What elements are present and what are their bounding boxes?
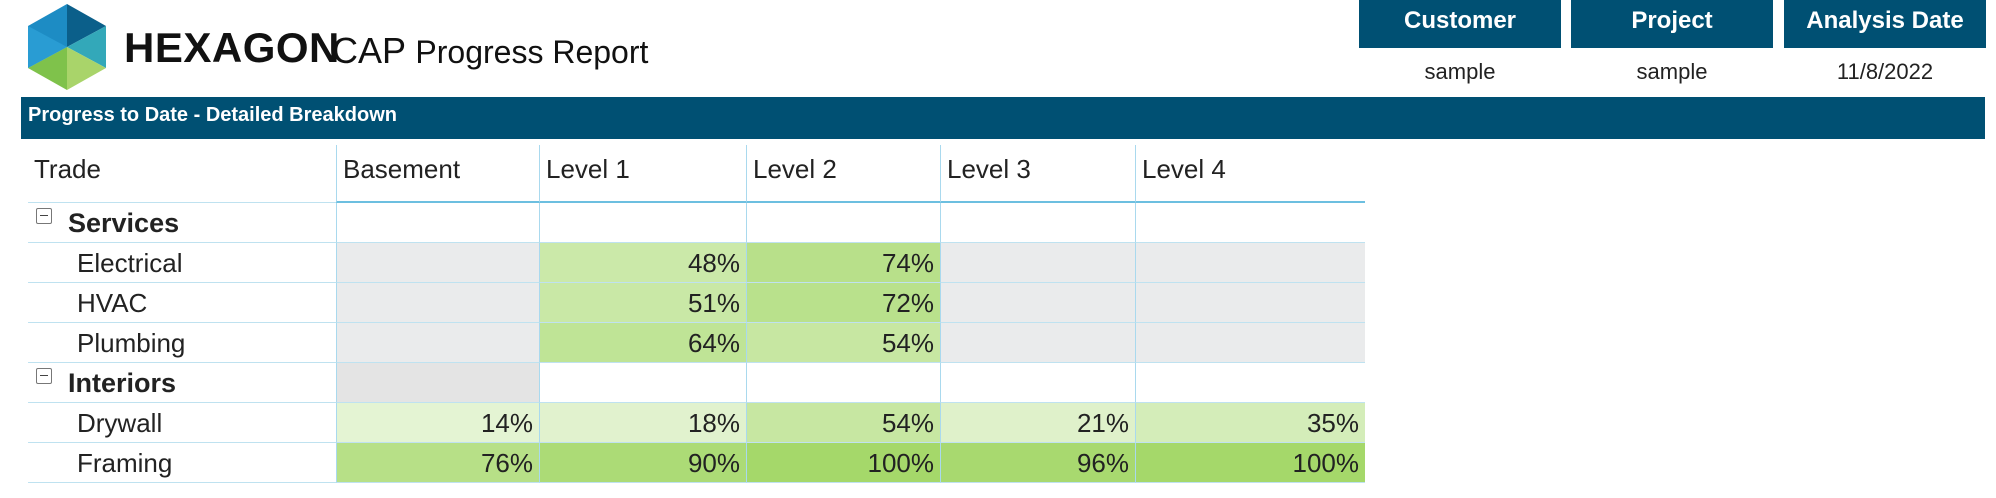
progress-cell: [1135, 283, 1365, 323]
meta-customer: Customer sample: [1359, 0, 1561, 96]
meta-label: Project: [1571, 0, 1773, 48]
group-cell: [336, 363, 539, 403]
meta-value: sample: [1636, 59, 1708, 84]
meta-value: sample: [1424, 59, 1496, 84]
group-cell: [940, 203, 1135, 243]
group-label[interactable]: Services: [28, 203, 336, 243]
group-cell: [1135, 363, 1365, 403]
progress-cell: [940, 323, 1135, 363]
group-name: Services: [68, 208, 180, 238]
column-header: Level 3: [940, 145, 1135, 203]
group-cell: [746, 203, 940, 243]
progress-cell: 18%: [539, 403, 746, 443]
progress-cell: 76%: [336, 443, 539, 483]
column-header: Level 4: [1135, 145, 1365, 203]
product-subtitle: Progress Report: [415, 34, 649, 70]
meta-label: Analysis Date: [1784, 0, 1986, 48]
section-title: Progress to Date - Detailed Breakdown: [21, 97, 1985, 139]
group-cell: [336, 203, 539, 243]
meta-value: 11/8/2022: [1836, 59, 1934, 84]
trade-label: HVAC: [28, 283, 336, 323]
progress-cell: 100%: [746, 443, 940, 483]
progress-cell: 64%: [539, 323, 746, 363]
trade-label: Electrical: [28, 243, 336, 283]
hexagon-logo-icon: [28, 4, 106, 90]
trade-label: Framing: [28, 443, 336, 483]
table-row: Framing 76% 90% 100% 96% 100%: [28, 443, 1378, 483]
column-header: Trade: [28, 145, 336, 203]
progress-cell: [336, 243, 539, 283]
table-row: Drywall 14% 18% 54% 21% 35%: [28, 403, 1378, 443]
progress-cell: 14%: [336, 403, 539, 443]
progress-cell: 96%: [940, 443, 1135, 483]
group-name: Interiors: [68, 368, 177, 398]
progress-cell: 48%: [539, 243, 746, 283]
table-row: HVAC 51% 72%: [28, 283, 1378, 323]
collapse-icon[interactable]: [36, 208, 52, 224]
report-title: CAP Progress Report: [332, 30, 648, 72]
progress-cell: [336, 283, 539, 323]
column-header: Basement: [336, 145, 539, 203]
group-cell: [746, 363, 940, 403]
meta-analysis-date: Analysis Date 11/8/2022: [1784, 0, 1986, 96]
meta-project: Project sample: [1571, 0, 1773, 96]
progress-cell: 90%: [539, 443, 746, 483]
group-row[interactable]: Interiors: [28, 363, 1378, 403]
collapse-icon[interactable]: [36, 368, 52, 384]
progress-cell: [1135, 323, 1365, 363]
progress-cell: 54%: [746, 323, 940, 363]
trade-label: Drywall: [28, 403, 336, 443]
progress-cell: [336, 323, 539, 363]
progress-cell: 21%: [940, 403, 1135, 443]
progress-cell: [940, 283, 1135, 323]
progress-cell: 54%: [746, 403, 940, 443]
table-row: Electrical 48% 74%: [28, 243, 1378, 283]
brand-name: HEXAGON: [124, 24, 340, 71]
table-header-row: Trade Basement Level 1 Level 2 Level 3 Level …: [28, 145, 1378, 203]
progress-cell: [1135, 243, 1365, 283]
meta-label: Customer: [1359, 0, 1561, 48]
progress-cell: [940, 243, 1135, 283]
progress-cell: 74%: [746, 243, 940, 283]
table-row: Plumbing 64% 54%: [28, 323, 1378, 363]
progress-cell: 35%: [1135, 403, 1365, 443]
progress-cell: 51%: [539, 283, 746, 323]
group-label[interactable]: Interiors: [28, 363, 336, 403]
progress-cell: 72%: [746, 283, 940, 323]
column-header: Level 1: [539, 145, 746, 203]
trade-label: Plumbing: [28, 323, 336, 363]
product-name: CAP: [332, 30, 406, 71]
group-cell: [940, 363, 1135, 403]
group-row[interactable]: Services: [28, 203, 1378, 243]
column-header: Level 2: [746, 145, 940, 203]
group-cell: [1135, 203, 1365, 243]
progress-cell: 100%: [1135, 443, 1365, 483]
group-cell: [539, 203, 746, 243]
group-cell: [539, 363, 746, 403]
